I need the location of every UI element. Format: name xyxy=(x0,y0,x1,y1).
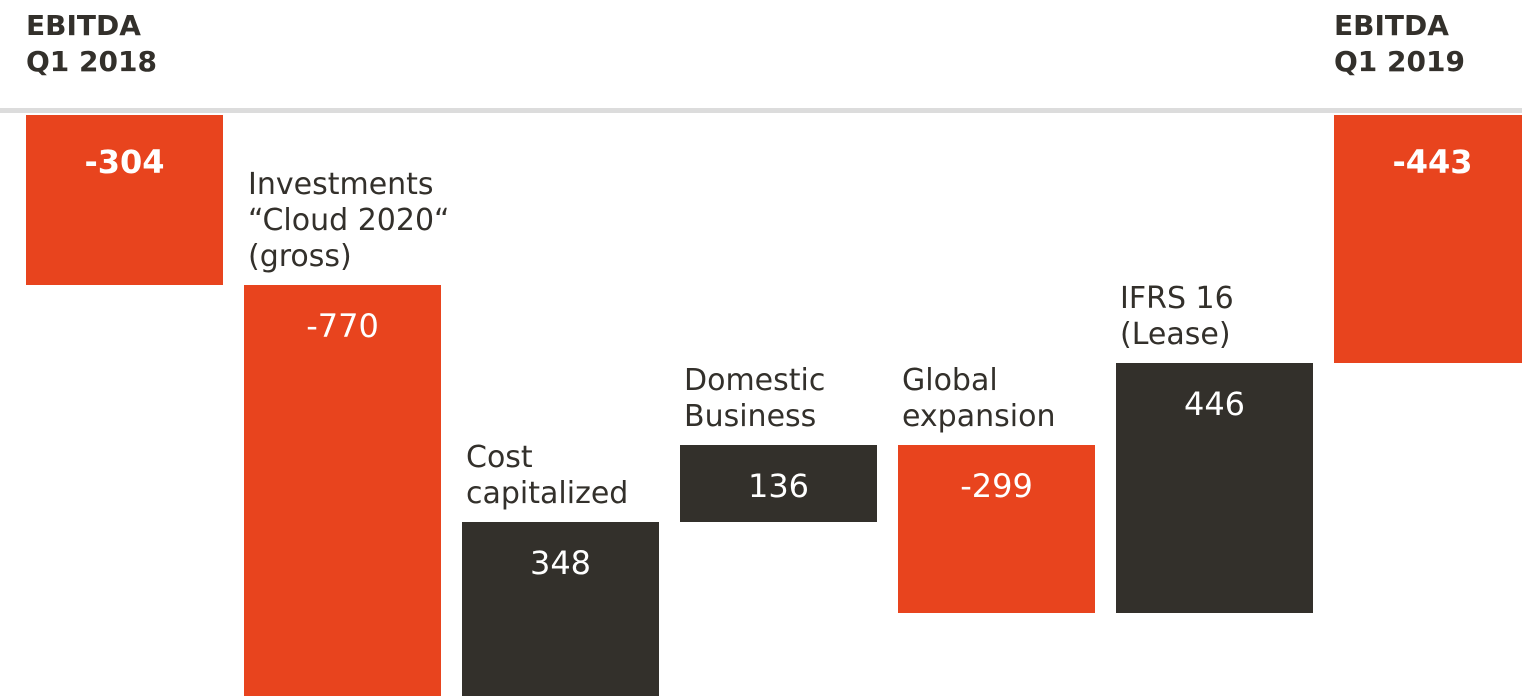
value-label: -443 xyxy=(1392,143,1473,181)
bar xyxy=(462,521,659,696)
value-label: 446 xyxy=(1183,385,1246,424)
bar xyxy=(1334,115,1522,364)
category-label: EBITDA Q1 2019 xyxy=(1334,9,1465,78)
category-label: Cost capitalized xyxy=(466,439,629,511)
bar xyxy=(1116,363,1313,613)
category-label: IFRS 16 (Lease) xyxy=(1120,281,1234,353)
bar xyxy=(26,115,223,286)
value-label: 348 xyxy=(529,543,592,582)
value-label: -299 xyxy=(960,467,1033,506)
baseline xyxy=(0,108,1522,113)
bar xyxy=(680,445,877,522)
value-label: -770 xyxy=(306,307,379,346)
bar xyxy=(244,285,441,696)
value-label: -304 xyxy=(84,143,165,181)
bar xyxy=(898,445,1095,613)
category-label: EBITDA Q1 2018 xyxy=(26,9,157,78)
category-label: Domestic Business xyxy=(684,363,826,435)
category-label: Investments “Cloud 2020“ (gross) xyxy=(248,167,450,275)
category-label: Global expansion xyxy=(902,363,1056,435)
value-label: 136 xyxy=(747,467,810,506)
